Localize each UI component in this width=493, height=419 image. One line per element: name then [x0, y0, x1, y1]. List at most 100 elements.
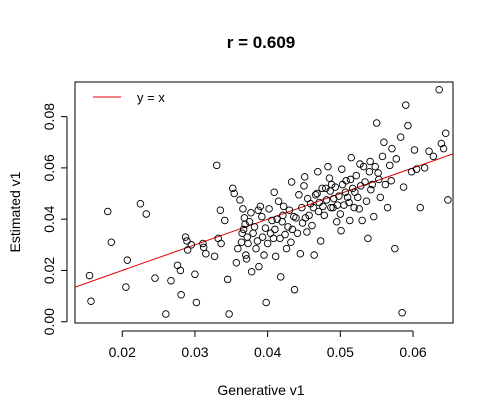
data-point [444, 196, 452, 204]
data-point [338, 165, 346, 173]
data-point [281, 230, 289, 239]
data-point [366, 157, 374, 166]
data-point [103, 207, 112, 216]
data-point [309, 203, 318, 212]
data-point [282, 244, 291, 253]
data-point [244, 239, 252, 248]
data-point [276, 234, 284, 243]
data-point [352, 171, 361, 180]
data-point [429, 152, 438, 161]
data-point [365, 167, 374, 176]
plot-frame [74, 81, 454, 324]
data-point [300, 182, 308, 190]
data-point [396, 133, 405, 141]
data-point [314, 207, 323, 216]
data-point [376, 193, 385, 202]
data-point [404, 121, 412, 130]
data-point [216, 206, 225, 214]
data-point [232, 259, 241, 267]
data-point [242, 251, 250, 259]
data-point [122, 283, 130, 291]
data-point [343, 193, 352, 202]
data-point [271, 225, 279, 234]
reference-line-group [75, 153, 453, 288]
data-point [261, 224, 270, 232]
data-point [142, 210, 150, 218]
data-point [183, 246, 192, 254]
data-point [279, 202, 288, 211]
data-point [288, 225, 297, 234]
data-point [242, 255, 251, 263]
y-axis-label: Estimated v1 [7, 171, 23, 252]
data-point [358, 216, 366, 225]
data-point [87, 297, 95, 305]
data-point [269, 234, 278, 243]
data-point [228, 184, 237, 193]
data-point [392, 155, 401, 163]
data-point [331, 183, 339, 191]
data-point [341, 188, 350, 196]
data-point [290, 285, 299, 294]
data-point [345, 198, 353, 207]
data-point [287, 238, 295, 246]
data-point [381, 180, 390, 189]
data-point [335, 192, 343, 200]
data-point [387, 176, 395, 185]
data-point [247, 267, 256, 276]
data-point [287, 178, 296, 186]
data-point [241, 220, 249, 229]
data-point [284, 223, 292, 231]
data-point [107, 238, 116, 246]
data-point [253, 237, 262, 245]
data-point [439, 144, 448, 153]
data-point [320, 211, 329, 220]
legend: y = x [93, 90, 165, 105]
data-point [315, 198, 323, 207]
data-point [234, 244, 242, 253]
data-point [383, 203, 392, 212]
data-point [223, 275, 232, 284]
data-point [340, 201, 348, 209]
data-point [368, 180, 377, 189]
data-point [380, 138, 388, 146]
data-point [322, 184, 330, 193]
data-point [372, 119, 381, 127]
data-point [308, 221, 316, 230]
data-point [296, 250, 305, 258]
data-point [268, 216, 276, 225]
data-point [420, 164, 429, 172]
data-point [252, 244, 260, 253]
data-point [270, 188, 278, 196]
data-point [388, 144, 396, 153]
x-axis-label: Generative v1 [217, 382, 304, 398]
data-point [250, 223, 259, 231]
data-point [437, 139, 446, 148]
data-point [177, 291, 185, 299]
data-point [187, 241, 196, 249]
data-point [258, 212, 266, 221]
data-point [303, 228, 311, 236]
data-point [217, 239, 225, 248]
data-point [136, 200, 145, 208]
x-axis: 0.02 0.03 0.04 0.05 0.06 [109, 330, 427, 360]
data-point [350, 203, 358, 212]
data-point [310, 251, 318, 259]
data-point [199, 243, 208, 252]
y-axis: 0.00 0.02 0.04 0.06 0.08 [41, 103, 68, 335]
data-point [398, 308, 406, 317]
data-point [276, 273, 285, 281]
data-point [278, 217, 286, 226]
data-point [441, 129, 450, 138]
data-point [318, 184, 326, 193]
data-point [370, 212, 378, 221]
data-point [346, 216, 354, 225]
data-point [327, 203, 335, 212]
data-point [285, 206, 294, 214]
data-point [85, 271, 94, 280]
data-point [378, 152, 387, 161]
data-point [247, 209, 255, 217]
data-point [181, 233, 190, 241]
data-point [293, 229, 302, 238]
data-point [295, 191, 303, 199]
